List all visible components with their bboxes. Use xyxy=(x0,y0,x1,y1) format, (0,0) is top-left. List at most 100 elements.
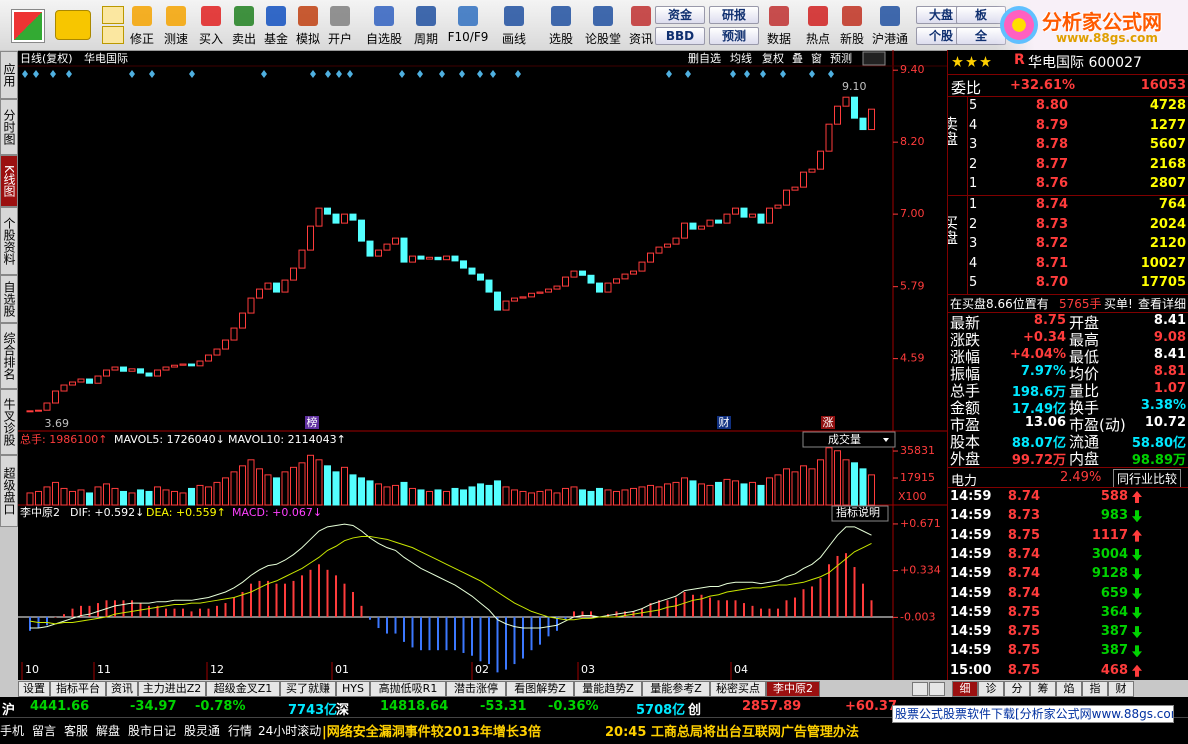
indicator-tab[interactable]: 指标平台 xyxy=(50,681,106,697)
panel-tab[interactable]: 筹 xyxy=(1030,681,1056,697)
chart-button[interactable]: 叠 xyxy=(792,52,803,65)
toolbar-button[interactable]: 买入 xyxy=(189,2,233,48)
chart-button[interactable]: 复权 xyxy=(762,51,784,65)
side-tab[interactable]: 综合排名 xyxy=(0,323,18,389)
toolbar-button[interactable]: 开户 xyxy=(318,2,362,48)
toolbar-button[interactable]: 论股堂 xyxy=(581,2,625,48)
toolbar-button[interactable]: 模拟 xyxy=(286,2,330,48)
button-label: 资讯 xyxy=(628,32,653,46)
panel-tab[interactable]: 细 xyxy=(952,681,978,697)
side-tab[interactable]: 自选股 xyxy=(0,275,18,323)
chart-button[interactable]: 均线 xyxy=(730,51,752,65)
footer-link[interactable]: 解盘 xyxy=(96,724,121,738)
quote-value: 8.73 xyxy=(1035,216,1068,232)
indicator-tab[interactable]: HYS xyxy=(336,681,370,697)
chart-button[interactable]: 预测 xyxy=(830,52,852,65)
indicator-tab[interactable]: 看图解势Z xyxy=(506,681,574,697)
toolbar-button[interactable]: 画线 xyxy=(492,2,536,48)
footer-link[interactable]: 24小时滚动 xyxy=(258,724,322,738)
quote-value: 9.08 xyxy=(1153,330,1186,345)
news-item[interactable]: 20:45 工商总局将出台互联网广告管理办法 xyxy=(605,725,859,740)
toolbar-button[interactable]: 热点 xyxy=(796,2,840,48)
footer-link[interactable]: 股灵通 xyxy=(184,724,221,738)
down-icon[interactable] xyxy=(102,26,124,44)
toolbar-small-button[interactable]: 全 xyxy=(956,27,1006,45)
scroll-right[interactable] xyxy=(929,682,945,696)
back-icon[interactable] xyxy=(55,10,91,40)
indicator-tab[interactable]: 量能参考Z xyxy=(642,681,710,697)
indicator-tab[interactable]: 买了就赚 xyxy=(280,681,336,697)
macd-bar xyxy=(97,603,99,617)
compare-button[interactable]: 同行业比较 xyxy=(1113,469,1182,488)
toolbar-button[interactable]: 数据 xyxy=(757,2,801,48)
side-tab[interactable]: 牛叉诊股 xyxy=(0,389,18,455)
candle xyxy=(774,204,782,209)
toolbar-small-button[interactable]: 资金 xyxy=(655,6,705,24)
indicator-tab[interactable]: 量能趋势Z xyxy=(574,681,642,697)
toolbar-small-button[interactable]: 个股 xyxy=(916,27,966,45)
chart-button[interactable]: 删自选 xyxy=(688,52,721,65)
panel-tab[interactable]: 分 xyxy=(1004,681,1030,697)
toolbar-button[interactable]: 选股 xyxy=(539,2,583,48)
toolbar-button[interactable]: F10/F9 xyxy=(446,2,490,48)
macd-bar xyxy=(241,591,244,617)
volume-bar xyxy=(502,486,510,506)
indicator-tab[interactable]: 高抛低吸R1 xyxy=(370,681,446,697)
panel-tab[interactable]: 财 xyxy=(1108,681,1134,697)
toolbar-button[interactable]: 周期 xyxy=(404,2,448,48)
side-tab[interactable]: 应用 xyxy=(0,51,18,99)
signal-marker xyxy=(149,70,155,78)
toolbar-button[interactable]: 修正 xyxy=(120,2,164,48)
toolbar-small-button[interactable]: 板 xyxy=(956,6,1006,24)
toolbar-small-button[interactable]: 预测 xyxy=(709,27,759,45)
quote-value: 16053 xyxy=(1140,78,1186,93)
indicator-tab[interactable]: 设置 xyxy=(18,681,50,697)
side-tab[interactable]: K线图 xyxy=(0,155,18,207)
candle xyxy=(332,213,340,224)
macd-bar xyxy=(233,597,235,617)
toolbar-button[interactable]: 新股 xyxy=(830,2,874,48)
side-tab[interactable]: 分时图 xyxy=(0,99,18,155)
toolbar-button[interactable]: 基金 xyxy=(254,2,298,48)
toolbar-small-button[interactable]: 研报 xyxy=(709,6,759,24)
ad-banner[interactable]: 股票公式股票软件下载[分析家公式网www.88gs.com] xyxy=(892,705,1174,723)
toolbar-button[interactable]: 资讯 xyxy=(619,2,663,48)
indicator-tab[interactable]: 李中原2 xyxy=(766,681,820,697)
footer-link[interactable]: 留言 xyxy=(32,724,57,738)
indicator-tab[interactable]: 超级金叉Z1 xyxy=(206,681,280,697)
panel-tab[interactable]: 诊 xyxy=(978,681,1004,697)
news-item[interactable]: |网络安全漏洞事件较2013年增长3倍 xyxy=(322,725,541,740)
volume-selector[interactable]: 成交量 xyxy=(828,432,861,446)
indicator-help[interactable]: 指标说明 xyxy=(836,505,880,519)
home-icon[interactable] xyxy=(12,10,44,42)
indicator-tab[interactable]: 资讯 xyxy=(106,681,138,697)
index-value: 沪 xyxy=(2,703,16,717)
toolbar-small-button[interactable]: 大盘 xyxy=(916,6,966,24)
volume-bar xyxy=(247,459,255,506)
chart-button[interactable]: 窗 xyxy=(811,51,822,65)
indicator-tab[interactable]: 主力进出Z2 xyxy=(138,681,206,697)
panel-tab[interactable]: 指 xyxy=(1082,681,1108,697)
side-tab[interactable]: 个股资料 xyxy=(0,207,18,275)
footer-link[interactable]: 客服 xyxy=(64,724,89,738)
scroll-left[interactable] xyxy=(912,682,928,696)
quote-text: 买单! xyxy=(1104,297,1133,311)
volume-bar xyxy=(604,489,612,506)
footer-link[interactable]: 股市日记 xyxy=(128,724,177,738)
toolbar-button[interactable]: 测速 xyxy=(154,2,198,48)
indicator-tab[interactable]: 秘密买点 xyxy=(710,681,766,697)
footer-link[interactable]: 手机 xyxy=(0,724,25,738)
up-icon[interactable] xyxy=(102,6,124,24)
panel-tab[interactable]: 焰 xyxy=(1056,681,1082,697)
toolbar-button[interactable]: 沪港通 xyxy=(868,2,912,48)
toolbar-button[interactable]: 卖出 xyxy=(222,2,266,48)
button-box xyxy=(831,505,889,522)
footer-link[interactable]: 行情 xyxy=(228,724,253,738)
toolbar-button[interactable]: 自选股 xyxy=(362,2,406,48)
macd-bar xyxy=(794,597,796,617)
volume-bar xyxy=(366,480,374,506)
side-tab[interactable]: 超级盘口 xyxy=(0,455,18,527)
volume-bar xyxy=(341,466,348,506)
indicator-tab[interactable]: 潜击涨停 xyxy=(446,681,506,697)
toolbar-small-button[interactable]: BBD xyxy=(655,27,705,45)
